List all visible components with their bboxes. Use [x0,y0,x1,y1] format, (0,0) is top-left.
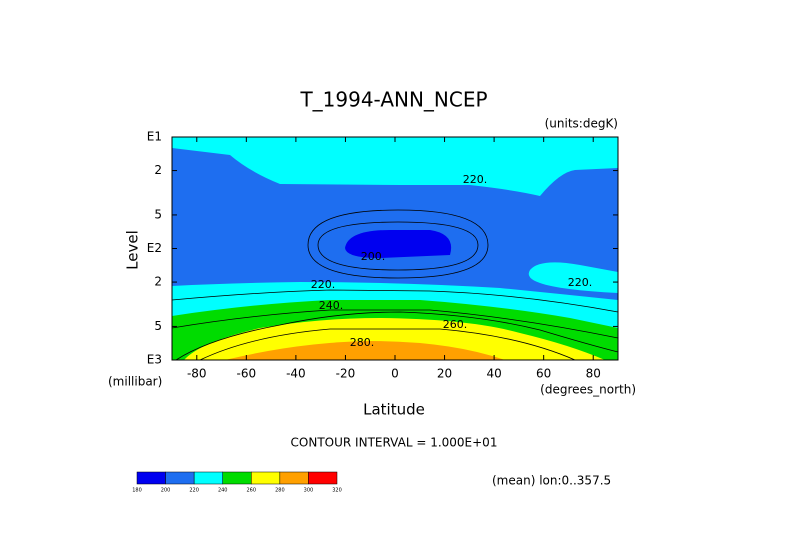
contour-interval: CONTOUR INTERVAL = 1.000E+01 [291,436,498,450]
colorbar-label: 180 [132,488,142,494]
colorbar-swatch [222,471,252,485]
contour-band [172,148,618,300]
contour-label: 220. [311,278,336,291]
colorbar-swatch [136,471,166,485]
chart-title: T_1994-ANN_NCEP [299,88,487,112]
contour-label: 240. [319,299,344,312]
x-tick-label: 80 [586,367,601,381]
colorbar-label: 320 [332,488,342,494]
contour-line [171,309,619,339]
y-tick-label: E2 [147,241,162,255]
y-tick-label: 5 [154,207,162,221]
x-unit-label: (degrees_north) [540,383,636,397]
contour-line [199,328,576,361]
colorbar-label: 280 [275,488,285,494]
x-tick-label: 20 [437,367,452,381]
contour-line [317,221,479,271]
x-axis-label: Latitude [363,401,425,419]
y-tick-label: E1 [147,130,162,144]
colorbar-swatch [308,471,338,485]
contour-line [175,311,619,361]
colorbar-label: 200 [161,488,171,494]
x-tick-label: -80 [187,367,207,381]
x-tick-label: 60 [536,367,551,381]
contour-band [225,341,505,360]
contour-band [528,262,618,293]
x-tick-label: -60 [237,367,257,381]
contour-line [171,289,619,313]
contour-label: 280. [350,336,375,349]
contour-line [307,209,489,279]
y-unit-label: (millibar) [108,375,162,389]
y-tick-label: E3 [147,353,162,367]
y-axis-label: Level [124,230,142,270]
x-tick-label: 0 [391,367,399,381]
units-label: (units:degK) [545,117,618,131]
colorbar-swatch [279,471,309,485]
contour-band [345,230,452,258]
colorbar-label: 220 [189,488,199,494]
y-tick-label: 5 [154,319,162,333]
colorbar-swatch [165,471,195,485]
footer: (mean) lon:0..357.5 [492,474,611,488]
x-tick-label: -40 [286,367,306,381]
contour-label: 220. [463,173,488,186]
colorbar-swatch [193,471,223,485]
colorbar-label: 300 [304,488,314,494]
x-tick-label: 40 [486,367,501,381]
colorbar-label: 260 [247,488,257,494]
contour-label: 200. [361,250,386,263]
y-tick-label: 2 [154,163,162,177]
contour-label: 260. [443,318,468,331]
colorbar-label: 240 [218,488,228,494]
contour-label: 220. [568,276,593,289]
colorbar-swatch [251,471,281,485]
y-tick-label: 2 [154,275,162,289]
x-tick-label: -20 [336,367,356,381]
